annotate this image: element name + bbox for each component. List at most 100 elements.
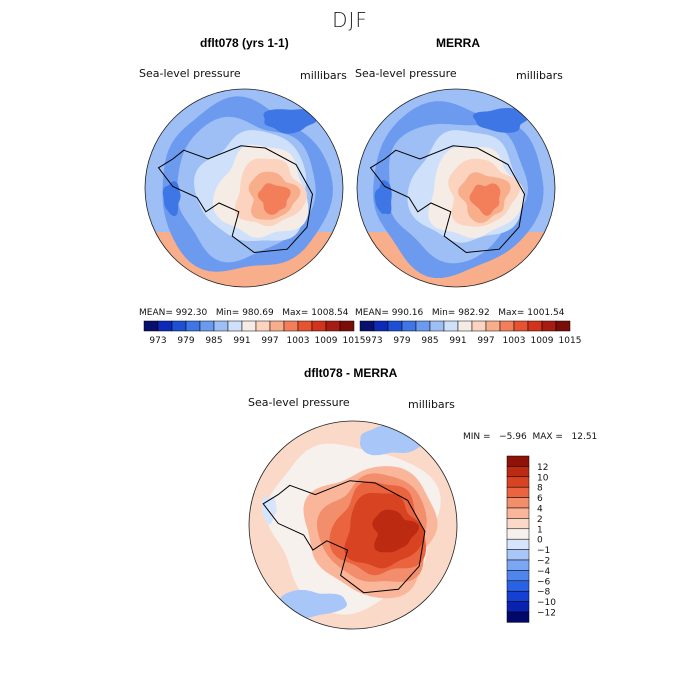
- deep-low-cell-2: [374, 180, 392, 215]
- colorbar-swatch: [506, 580, 530, 592]
- antarctica-coastline: [262, 480, 426, 594]
- colorbar-swatch: [241, 320, 257, 332]
- colorbar-swatch: [506, 528, 530, 540]
- panel3-map: [248, 420, 458, 630]
- colorbar-swatch: [506, 507, 530, 519]
- colorbar-tick-label: 997: [477, 336, 494, 346]
- panel1-map: [144, 88, 344, 288]
- plateau-high-3: [469, 183, 501, 216]
- colorbar-tick-label: 973: [365, 336, 382, 346]
- colorbar-tick-label: 985: [205, 336, 222, 346]
- negative-anomaly-3: [261, 496, 277, 525]
- colorbar-swatch: [506, 590, 530, 602]
- colorbar-tick-label: 1015: [559, 336, 582, 346]
- deep-low-cell-1: [263, 109, 317, 134]
- colorbar-tick-label: 8: [537, 484, 543, 494]
- colorbar-tick-label: 1009: [315, 336, 338, 346]
- colorbar-swatch: [429, 320, 445, 332]
- colorbar-tick-label: −8: [537, 588, 551, 598]
- map-boundary-circle: [144, 88, 344, 288]
- deep-low-cell-2: [162, 181, 181, 216]
- colorbar-tick-label: 991: [233, 336, 250, 346]
- colorbar-tick-label: 1015: [343, 336, 366, 346]
- panel1-title: dflt078 (yrs 1-1): [200, 36, 289, 50]
- colorbar-swatch: [506, 549, 530, 561]
- colorbar-swatch: [471, 320, 487, 332]
- colorbar-swatch: [359, 320, 375, 332]
- colorbar-swatch: [499, 320, 515, 332]
- panel3-title: dflt078 - MERRA: [304, 366, 398, 380]
- colorbar-tick-label: 979: [393, 336, 410, 346]
- colorbar-swatch: [527, 320, 543, 332]
- panel3-variable-label: Sea-level pressure: [248, 396, 350, 409]
- colorbar-tick-label: 4: [537, 505, 543, 515]
- colorbar-swatch: [541, 320, 557, 332]
- antarctica-coastline: [369, 145, 526, 254]
- colorbar-swatch: [387, 320, 403, 332]
- colorbar-swatch: [506, 476, 530, 488]
- colorbar-swatch: [415, 320, 431, 332]
- colorbar-swatch: [297, 320, 313, 332]
- colorbar-swatch: [485, 320, 501, 332]
- colorbar-swatch: [506, 601, 530, 613]
- colorbar-tick-label: 10: [537, 473, 549, 483]
- panel1-variable-label: Sea-level pressure: [139, 67, 241, 80]
- colorbar-swatch: [506, 559, 530, 571]
- colorbar-tick-label: 1009: [531, 336, 554, 346]
- deep-low-cell-1: [472, 108, 528, 133]
- colorbar-swatch: [555, 320, 571, 332]
- colorbar-swatch: [506, 466, 530, 478]
- map-boundary-circle: [356, 88, 556, 288]
- colorbar-swatch: [269, 320, 285, 332]
- colorbar-swatch: [325, 320, 341, 332]
- colorbar-swatch: [457, 320, 473, 332]
- panel1-stats: MEAN= 992.30 Min= 980.69 Max= 1008.54: [139, 308, 349, 318]
- panel2-map: [356, 88, 556, 288]
- antarctica-coastline: [157, 145, 314, 254]
- colorbar-swatch: [143, 320, 159, 332]
- plateau-high-3: [257, 183, 291, 215]
- colorbar-swatch: [255, 320, 271, 332]
- colorbar-tick-label: −12: [537, 609, 556, 619]
- colorbar-tick-label: −4: [537, 567, 551, 577]
- colorbar-swatch: [199, 320, 215, 332]
- panel2-variable-label: Sea-level pressure: [355, 67, 457, 80]
- colorbar-tick-label: 979: [177, 336, 194, 346]
- colorbar-swatch: [506, 486, 530, 498]
- colorbar-tick-label: 2: [537, 515, 543, 525]
- colorbar-tick-label: 1: [537, 525, 543, 535]
- panel2-units-label: millibars: [516, 69, 563, 82]
- colorbar-tick-label: −1: [537, 546, 550, 556]
- colorbar-swatch: [171, 320, 187, 332]
- panel2-colorbar: 973 979 985 991 997 1003 1009 1015: [359, 320, 581, 346]
- colorbar-tick-label: 1003: [287, 336, 310, 346]
- colorbar-tick-label: 12: [537, 463, 548, 473]
- colorbar-tick-label: 1003: [503, 336, 526, 346]
- colorbar-tick-label: 985: [421, 336, 438, 346]
- colorbar-swatch: [373, 320, 389, 332]
- map-boundary-circle: [248, 420, 458, 630]
- colorbar-swatch: [185, 320, 201, 332]
- colorbar-swatch: [506, 570, 530, 582]
- figure-season-title: DJF: [332, 8, 368, 32]
- panel3-stats: MIN = −5.96 MAX = 12.51: [463, 432, 598, 442]
- colorbar-swatch: [506, 611, 530, 623]
- panel1-units-label: millibars: [300, 69, 347, 82]
- colorbar-swatch: [227, 320, 243, 332]
- colorbar-swatch: [506, 518, 530, 530]
- colorbar-swatch: [339, 320, 355, 332]
- colorbar-swatch: [157, 320, 173, 332]
- colorbar-tick-label: 6: [537, 494, 543, 504]
- colorbar-tick-label: 973: [149, 336, 166, 346]
- colorbar-swatch: [401, 320, 417, 332]
- colorbar-tick-label: 0: [537, 536, 543, 546]
- colorbar-swatch: [506, 538, 530, 550]
- colorbar-swatch: [513, 320, 529, 332]
- colorbar-swatch: [443, 320, 459, 332]
- colorbar-swatch: [213, 320, 229, 332]
- colorbar-swatch: [311, 320, 327, 332]
- colorbar-swatch: [506, 497, 530, 509]
- colorbar-tick-label: 991: [449, 336, 466, 346]
- panel2-title: MERRA: [436, 36, 480, 50]
